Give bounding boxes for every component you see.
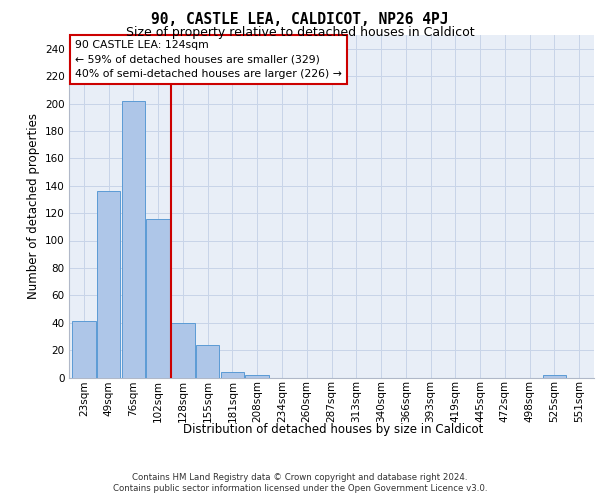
Text: 90, CASTLE LEA, CALDICOT, NP26 4PJ: 90, CASTLE LEA, CALDICOT, NP26 4PJ bbox=[151, 12, 449, 28]
Bar bbox=[146, 218, 170, 378]
Bar bbox=[171, 322, 194, 378]
Text: Distribution of detached houses by size in Caldicot: Distribution of detached houses by size … bbox=[183, 422, 483, 436]
Bar bbox=[245, 375, 269, 378]
Bar bbox=[122, 101, 145, 377]
Bar bbox=[221, 372, 244, 378]
Text: Size of property relative to detached houses in Caldicot: Size of property relative to detached ho… bbox=[125, 26, 475, 39]
Text: Contains public sector information licensed under the Open Government Licence v3: Contains public sector information licen… bbox=[113, 484, 487, 493]
Text: Contains HM Land Registry data © Crown copyright and database right 2024.: Contains HM Land Registry data © Crown c… bbox=[132, 472, 468, 482]
Text: 90 CASTLE LEA: 124sqm
← 59% of detached houses are smaller (329)
40% of semi-det: 90 CASTLE LEA: 124sqm ← 59% of detached … bbox=[76, 40, 342, 79]
Bar bbox=[97, 191, 121, 378]
Y-axis label: Number of detached properties: Number of detached properties bbox=[26, 114, 40, 299]
Bar bbox=[72, 322, 95, 378]
Bar bbox=[542, 375, 566, 378]
Bar bbox=[196, 344, 220, 378]
